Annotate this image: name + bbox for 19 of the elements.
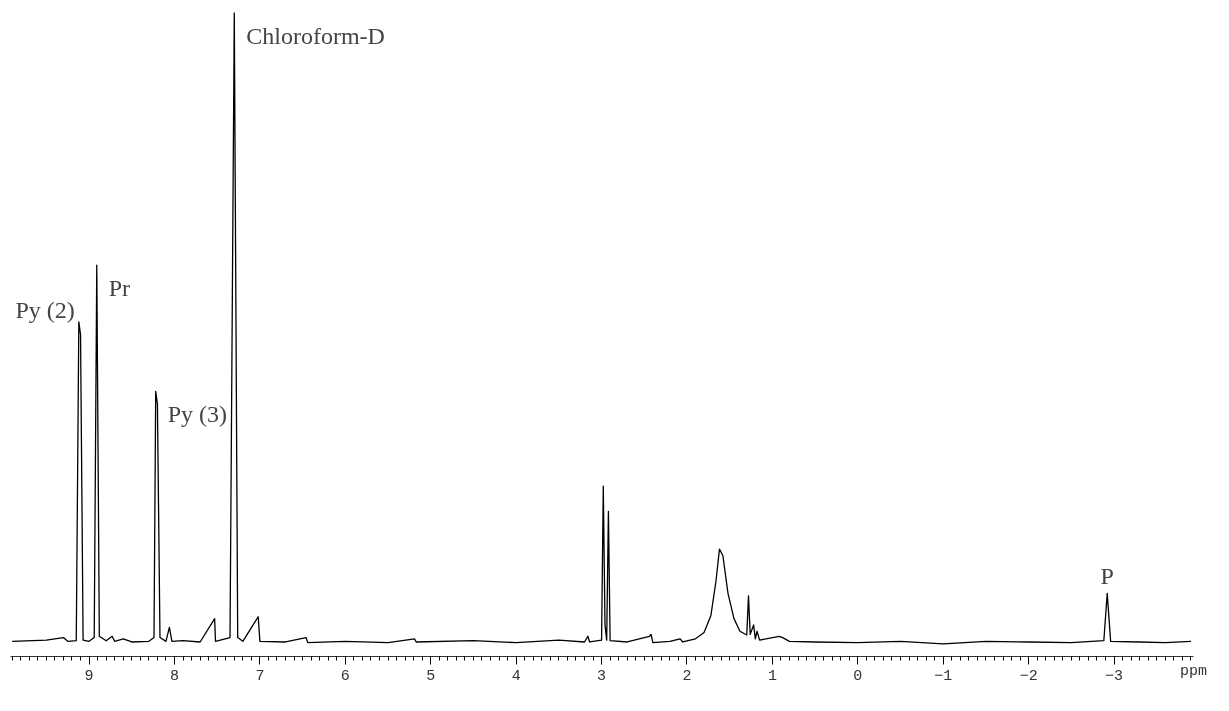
x-tick-label: −3 <box>1105 667 1124 685</box>
x-tick-label: 7 <box>255 667 265 685</box>
x-tick-label: 5 <box>426 667 436 685</box>
x-tick-label: 6 <box>340 667 350 685</box>
x-axis-title: ppm <box>1180 662 1208 680</box>
annotation: P <box>1100 563 1114 590</box>
annotation: Chloroform-D <box>246 22 385 49</box>
x-tick-label: 9 <box>84 667 94 685</box>
x-tick-label: 4 <box>511 667 521 685</box>
annotation: Pr <box>108 275 131 302</box>
x-tick-label: −1 <box>934 667 953 685</box>
x-tick-label: 2 <box>682 667 692 685</box>
annotation: Py (3) <box>167 401 228 428</box>
x-tick-label: 3 <box>597 667 607 685</box>
x-tick-label: 8 <box>170 667 180 685</box>
x-tick-label: 1 <box>767 667 777 685</box>
annotation: Py (2) <box>15 296 75 323</box>
x-tick-label: −2 <box>1019 667 1038 685</box>
x-tick-label: 0 <box>853 667 863 685</box>
